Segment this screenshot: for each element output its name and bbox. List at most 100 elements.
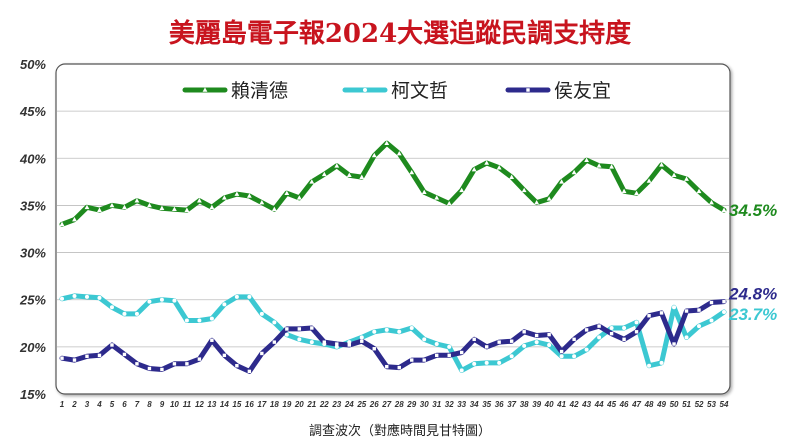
data-point (546, 196, 552, 201)
data-point (709, 200, 714, 205)
data-point (159, 205, 165, 211)
data-point (647, 363, 652, 368)
data-point (221, 195, 227, 200)
data-point (435, 353, 439, 358)
data-point (609, 331, 614, 336)
data-point (697, 324, 702, 329)
data-point (285, 327, 289, 331)
data-point (684, 309, 689, 313)
x-tick-label: 45 (606, 400, 616, 409)
data-point (410, 358, 414, 362)
x-tick-label: 15 (232, 400, 241, 409)
data-point (197, 357, 202, 361)
plot-area: 15%20%25%30%35%40%45%50% 1 2 3 4 5 6 7 8 9 10 11 12… (19, 57, 777, 409)
data-point (484, 345, 489, 349)
data-point (234, 294, 239, 299)
data-point (272, 340, 277, 344)
data-point (447, 353, 451, 358)
data-point (72, 293, 77, 298)
legend-label: 侯友宜 (554, 80, 611, 102)
data-point (534, 333, 539, 338)
y-tick-label: 35% (20, 198, 46, 213)
data-point (222, 302, 227, 307)
x-tick-label: 9 (160, 400, 165, 409)
data-point (134, 198, 140, 203)
data-point (571, 169, 577, 175)
x-tick-label: 37 (507, 400, 516, 409)
data-point (534, 200, 540, 205)
series-points (59, 140, 727, 374)
data-point (534, 340, 539, 345)
data-point (334, 344, 339, 349)
data-point (696, 188, 702, 194)
x-tick-label: 23 (331, 400, 341, 409)
data-point (247, 294, 252, 299)
series-line (59, 299, 727, 374)
x-tick-label: 24 (344, 400, 354, 409)
data-point (447, 344, 452, 349)
data-point (172, 298, 177, 303)
data-point (84, 294, 89, 299)
data-point (634, 190, 639, 195)
data-point (459, 187, 465, 193)
x-tick-label: 28 (394, 400, 404, 409)
data-point (609, 164, 614, 169)
data-point (584, 157, 590, 162)
data-point (134, 311, 139, 316)
series-line (59, 293, 727, 373)
x-tick-label: 49 (656, 400, 666, 409)
x-tick-label: 39 (532, 400, 541, 409)
x-tick-label: 36 (495, 400, 504, 409)
series-lines (59, 140, 727, 374)
x-tick-label: 29 (406, 400, 416, 409)
data-point (547, 332, 551, 337)
data-point (310, 326, 314, 330)
data-point (347, 340, 352, 345)
data-point (284, 332, 289, 337)
x-tick-label: 43 (581, 400, 591, 409)
data-point (659, 162, 664, 167)
x-tick-label: 40 (544, 400, 554, 409)
data-point (584, 347, 589, 352)
x-tick-label: 53 (707, 400, 716, 409)
data-point (446, 200, 452, 206)
data-point (197, 318, 202, 323)
data-point (597, 335, 602, 340)
data-point (596, 163, 602, 168)
data-point (709, 318, 714, 323)
data-point (722, 299, 726, 304)
x-tick-label: 51 (682, 400, 691, 409)
data-point (322, 340, 327, 344)
data-point (84, 204, 90, 210)
data-point (522, 343, 527, 348)
data-point (421, 189, 427, 195)
data-point (335, 342, 339, 346)
data-point (97, 295, 102, 300)
x-tick-label: 50 (670, 400, 679, 409)
data-point (721, 207, 727, 212)
x-tick-label: 17 (257, 400, 266, 409)
data-point (672, 342, 676, 346)
data-point (371, 152, 377, 158)
data-point (397, 329, 402, 334)
x-tick-label: 33 (457, 400, 466, 409)
x-tick-label: 20 (294, 400, 304, 409)
data-point (697, 308, 701, 312)
data-point (684, 176, 689, 181)
data-point (572, 354, 577, 359)
data-point (109, 202, 115, 208)
data-point (159, 297, 164, 302)
x-tick-label: 14 (220, 400, 229, 409)
data-point (110, 343, 114, 347)
x-tick-label: 19 (282, 400, 291, 409)
data-point (59, 221, 65, 227)
data-point (434, 195, 440, 200)
x-tick-label: 10 (170, 400, 179, 409)
x-tick-label: 41 (556, 400, 566, 409)
x-tick-label: 8 (147, 400, 152, 409)
x-tick-label: 5 (110, 400, 115, 409)
data-point (372, 347, 376, 351)
data-point (247, 369, 252, 374)
data-point (509, 339, 514, 343)
data-point (459, 368, 464, 373)
